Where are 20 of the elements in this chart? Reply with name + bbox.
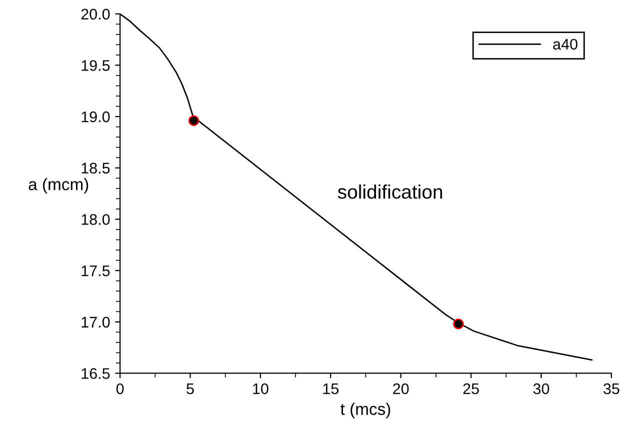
y-tick-label: 19.5 — [82, 60, 110, 71]
x-tick-label: 5 — [186, 384, 194, 394]
y-tick-label: 17.0 — [82, 316, 110, 328]
legend-label: a40 — [553, 38, 578, 50]
y-tick-label: 16.5 — [82, 368, 110, 379]
x-tick-label: 35 — [604, 383, 620, 394]
x-tick-label: 0 — [116, 383, 124, 394]
x-tick-label: 25 — [463, 383, 479, 394]
x-tick-label: 15 — [323, 384, 338, 394]
x-tick-label: 20 — [393, 383, 409, 394]
x-tick-label: 10 — [253, 383, 268, 394]
y-tick-label: 17.5 — [82, 266, 110, 276]
y-tick-label: 18.5 — [82, 162, 110, 174]
y-tick-label: 19.0 — [82, 111, 110, 122]
x-axis-title: t (mcs) — [340, 402, 390, 418]
x-tick-label: 30 — [533, 383, 550, 394]
y-axis-title: a (mcm) — [28, 178, 88, 194]
y-tick-label: 20.0 — [81, 8, 110, 20]
annotation: solidification — [338, 184, 442, 199]
y-tick-label: 18.0 — [82, 214, 110, 225]
